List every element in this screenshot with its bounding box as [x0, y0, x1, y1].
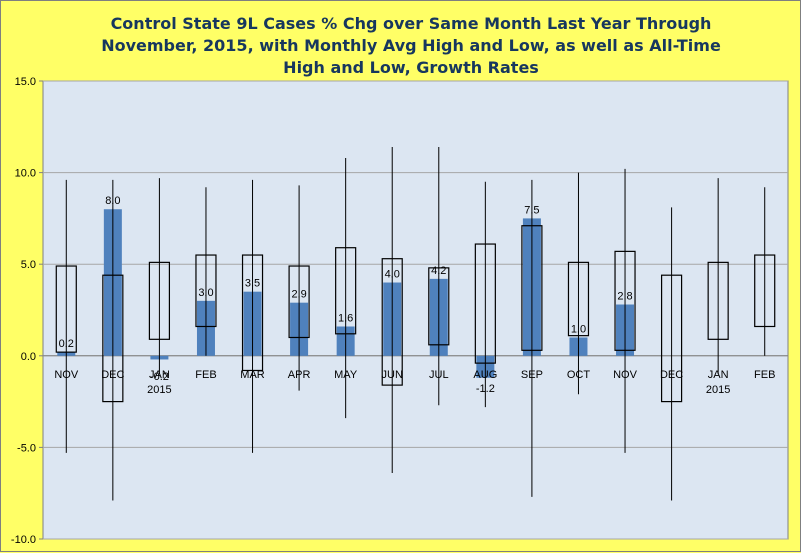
- y-tick-label: -5.0: [17, 442, 36, 454]
- x-tick-label: APR: [288, 369, 311, 381]
- data-label: 4.2: [431, 265, 446, 277]
- avg-range-box: [195, 254, 217, 328]
- data-label: 3.0: [198, 287, 213, 299]
- x-tick-label: JUL: [429, 369, 449, 381]
- x-tick-label: MAY: [334, 369, 358, 381]
- y-tick-label: 0.0: [21, 351, 36, 363]
- x-tick-label: NOV: [54, 369, 79, 381]
- avg-range-box: [428, 267, 450, 346]
- avg-range-box: [754, 254, 776, 328]
- y-tick-label: 15.0: [15, 76, 36, 88]
- avg-range-box: [335, 247, 357, 335]
- x-tick-label: OCT: [567, 369, 591, 381]
- avg-range-box: [288, 265, 310, 339]
- x-tick-label: AUG: [473, 369, 497, 381]
- data-label: 7.5: [524, 204, 539, 216]
- x-tick-label: DEC: [101, 369, 124, 381]
- x-tick-label: MAR: [240, 369, 265, 381]
- data-label: 3.5: [245, 278, 260, 290]
- avg-range-box: [614, 250, 636, 351]
- data-label: 4.0: [385, 269, 400, 281]
- x-tick-label: DEC: [660, 369, 683, 381]
- y-tick-label: -10.0: [11, 534, 36, 546]
- data-label: -0.2: [150, 371, 169, 383]
- data-label: 2.8: [617, 291, 632, 303]
- plot-area: [42, 80, 789, 540]
- avg-range-box: [102, 274, 124, 403]
- y-tick-label: 5.0: [21, 259, 36, 271]
- x-tick-label: SEP: [521, 369, 543, 381]
- data-label: 8.0: [105, 195, 120, 207]
- avg-range-box: [567, 261, 590, 337]
- data-label: 2.9: [291, 289, 306, 301]
- chart-title: Control State 9L Cases % Chg over Same M…: [101, 14, 721, 77]
- x-tick-label: FEB: [195, 369, 216, 381]
- avg-range-box: [707, 261, 729, 340]
- x-tick-label: JUN: [382, 369, 403, 381]
- data-label: -1.2: [476, 383, 495, 395]
- avg-range-box: [148, 261, 171, 340]
- avg-range-box: [381, 258, 403, 386]
- data-label: 1.0: [571, 323, 586, 335]
- x-tick-label: FEB: [754, 369, 775, 381]
- avg-range-box: [474, 243, 496, 364]
- y-tick-label: 10.0: [15, 168, 36, 180]
- avg-range-box: [241, 254, 264, 372]
- data-label: 1.6: [338, 312, 353, 324]
- x-tick-label: JAN: [149, 369, 170, 381]
- avg-range-box: [521, 225, 543, 351]
- data-label: 0.2: [59, 338, 74, 350]
- x-tick-label: NOV: [613, 369, 638, 381]
- avg-range-box: [660, 274, 683, 403]
- x-tick-sublabel: 2015: [147, 384, 171, 396]
- avg-range-box: [55, 265, 77, 353]
- x-tick-sublabel: 2015: [706, 384, 730, 396]
- x-tick-label: JAN: [708, 369, 729, 381]
